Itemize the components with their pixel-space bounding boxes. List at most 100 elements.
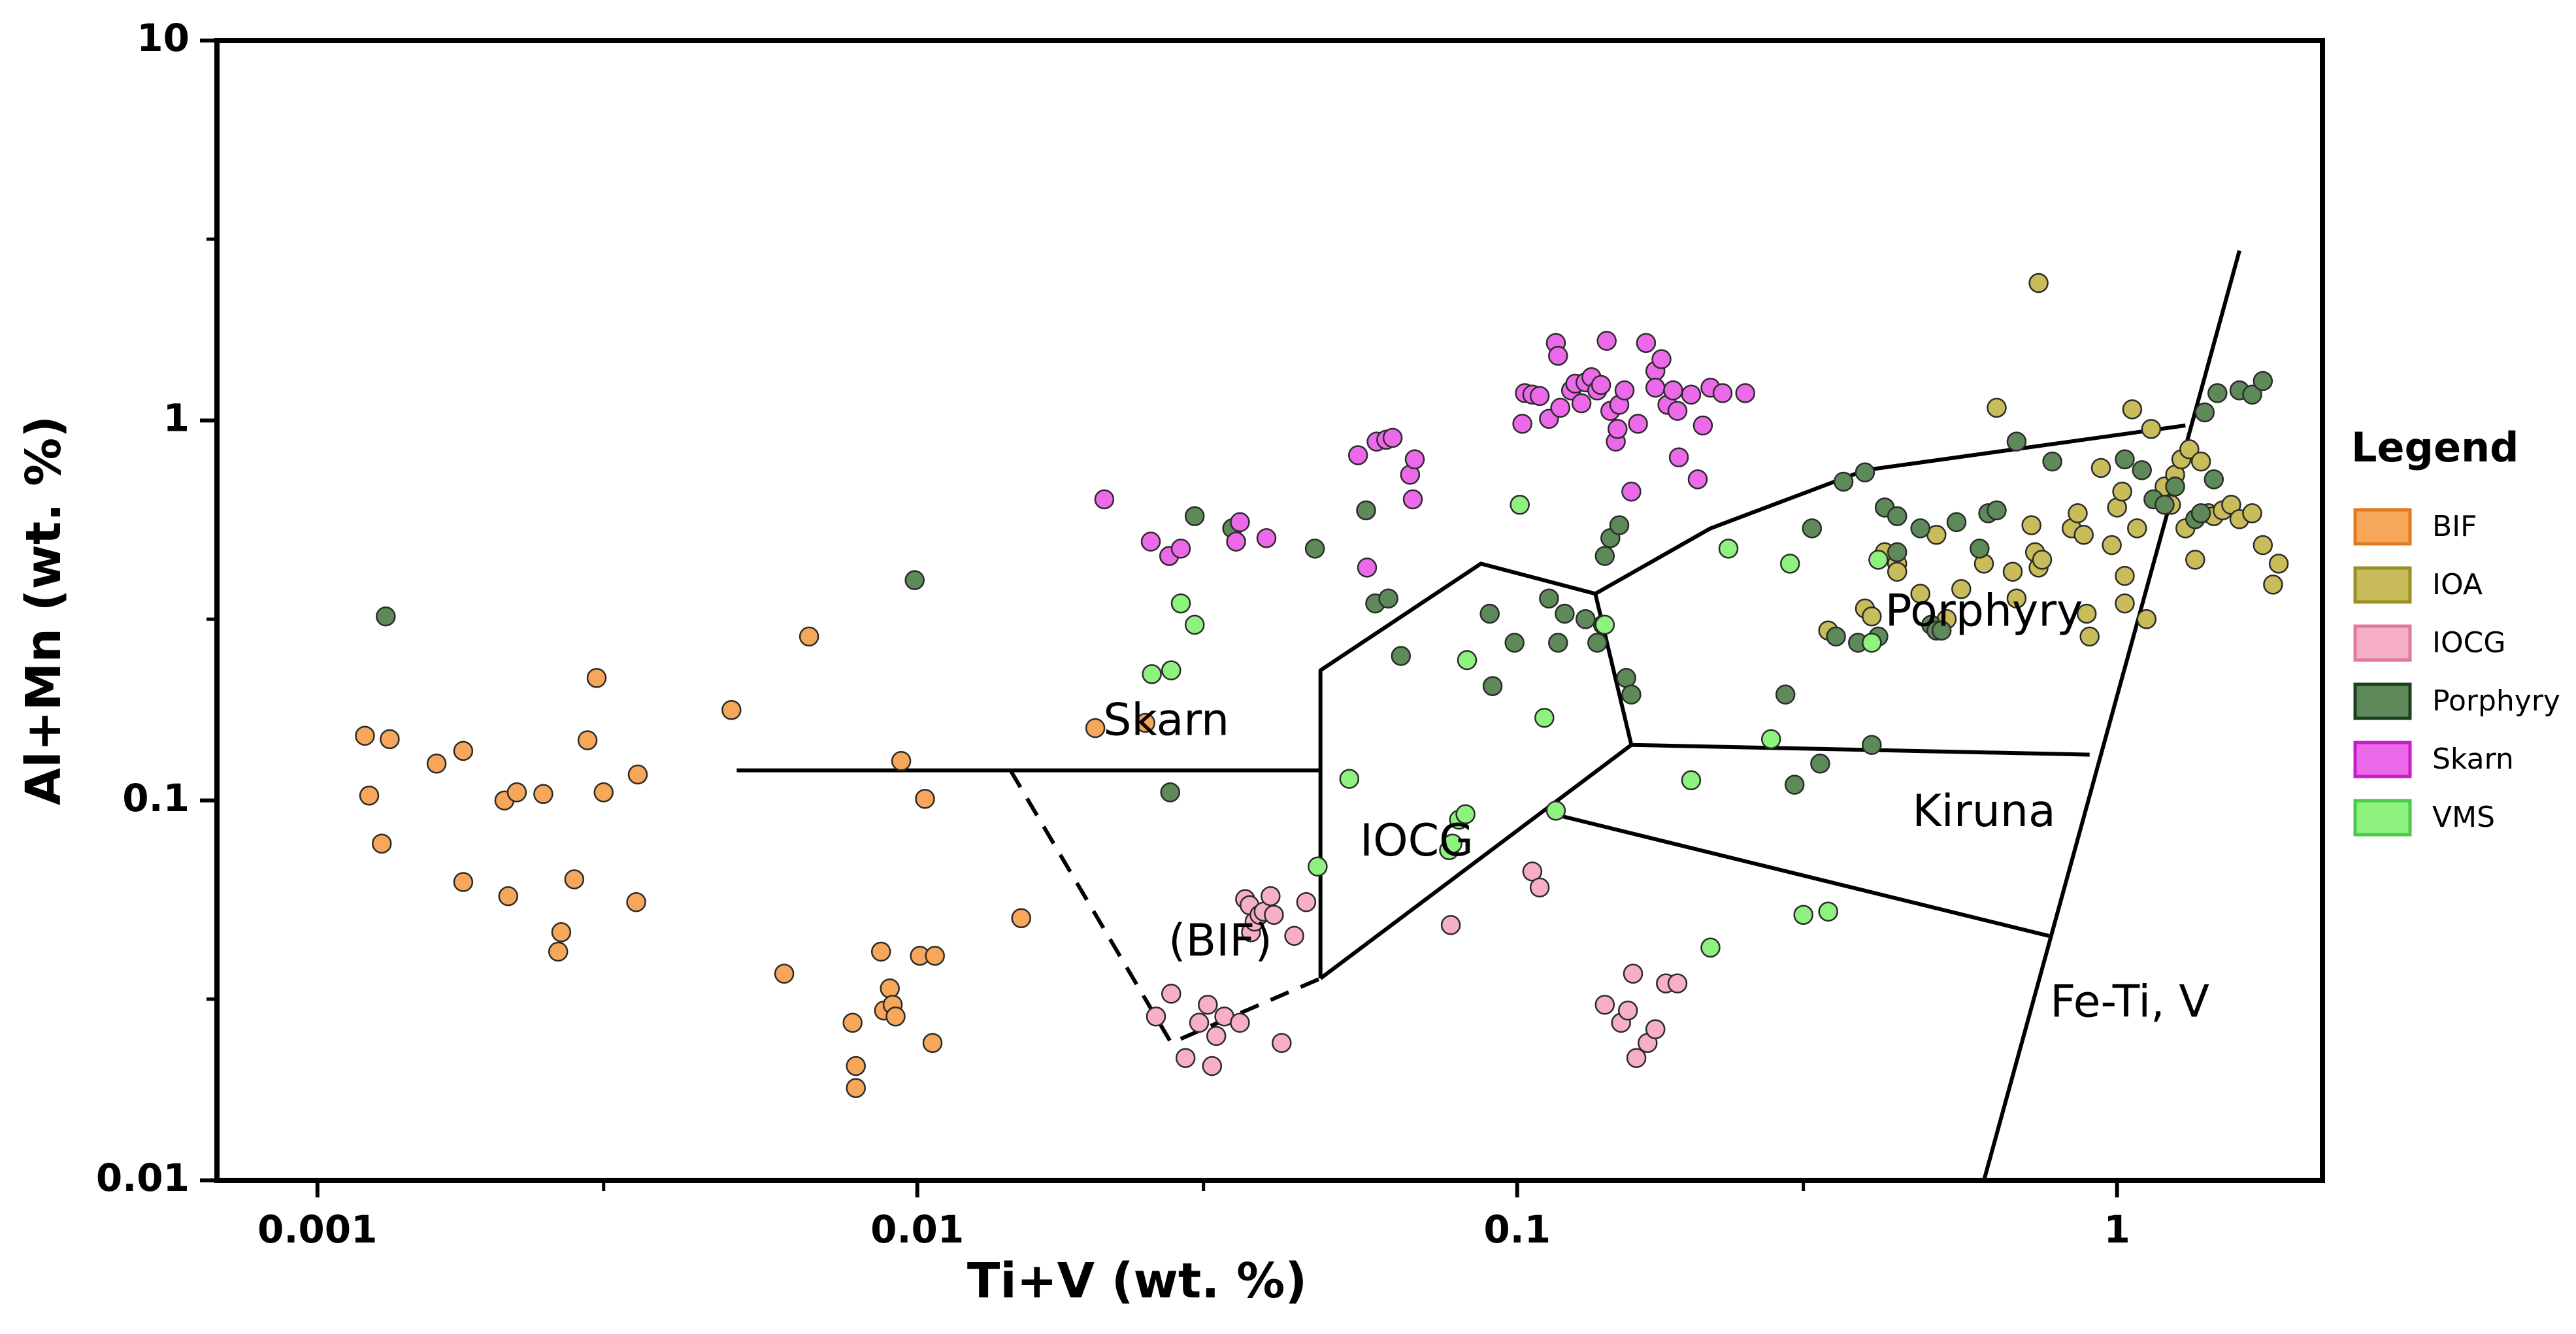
point-porphyry-31 xyxy=(1855,462,1875,483)
point-vms-1 xyxy=(1161,660,1181,680)
point-skarn-0 xyxy=(1094,489,1115,510)
point-ioa-29 xyxy=(2115,565,2135,586)
point-iocg-16 xyxy=(1264,905,1284,925)
point-porphyry-54 xyxy=(2194,402,2215,423)
point-skarn-8 xyxy=(1357,558,1378,578)
point-ioa-41 xyxy=(2185,550,2205,570)
point-ioa-2 xyxy=(1862,606,1882,627)
point-skarn-7 xyxy=(1347,445,1368,465)
y-tick-label-1: 0.1 xyxy=(122,776,190,820)
y-tick-label-0: 0.01 xyxy=(96,1156,190,1200)
point-vms-17 xyxy=(1718,539,1739,559)
point-vms-11 xyxy=(1510,495,1530,515)
point-porphyry-27 xyxy=(1810,754,1830,774)
point-skarn-22 xyxy=(1550,397,1570,418)
point-porphyry-25 xyxy=(1784,775,1805,795)
point-bif-33 xyxy=(925,946,945,966)
point-ioa-21 xyxy=(2068,503,2088,524)
point-porphyry-14 xyxy=(1555,603,1575,624)
point-bif-20 xyxy=(774,963,795,984)
point-skarn-1 xyxy=(1140,531,1161,552)
point-skarn-43 xyxy=(1663,380,1683,401)
point-skarn-30 xyxy=(1596,331,1617,351)
legend-swatch-porphyry xyxy=(2353,682,2412,720)
point-porphyry-8 xyxy=(1378,588,1398,609)
point-ioa-24 xyxy=(2079,626,2100,647)
point-porphyry-12 xyxy=(1504,633,1525,653)
point-bif-27 xyxy=(880,978,900,999)
point-porphyry-35 xyxy=(1887,542,1907,563)
legend-swatch-iocg xyxy=(2353,624,2412,662)
region-label-porphyry: Porphyry xyxy=(1885,586,2083,637)
point-porphyry-46 xyxy=(2042,451,2062,472)
point-porphyry-47 xyxy=(2115,449,2135,470)
point-skarn-15 xyxy=(1512,414,1532,434)
point-porphyry-11 xyxy=(1482,676,1503,696)
point-bif-12 xyxy=(551,922,572,942)
point-iocg-22 xyxy=(1529,877,1550,898)
point-skarn-13 xyxy=(1402,489,1423,510)
point-porphyry-23 xyxy=(1621,684,1642,705)
point-porphyry-16 xyxy=(1576,609,1596,629)
point-iocg-20 xyxy=(1440,915,1461,935)
boundary-line-2 xyxy=(1319,743,1633,980)
point-porphyry-36 xyxy=(1887,506,1907,526)
data-points xyxy=(355,273,2289,1098)
point-vms-9 xyxy=(1455,804,1476,824)
x-tick-label-2: 0.1 xyxy=(1483,1207,1551,1252)
point-skarn-18 xyxy=(1529,386,1550,407)
point-ioa-50 xyxy=(2263,575,2283,595)
point-iocg-8 xyxy=(1230,1012,1250,1033)
point-porphyry-32 xyxy=(1862,735,1882,755)
point-vms-23 xyxy=(1868,550,1889,570)
point-bif-25 xyxy=(870,941,891,962)
point-porphyry-21 xyxy=(1609,515,1630,535)
point-iocg-27 xyxy=(1626,1048,1647,1068)
point-ioa-49 xyxy=(2253,535,2273,556)
point-skarn-38 xyxy=(1636,333,1657,353)
y-axis-ticks: 0.01 0.1 1 10 xyxy=(96,16,217,1200)
point-ioa-32 xyxy=(2127,518,2147,539)
point-bif-34 xyxy=(922,1033,943,1053)
point-bif-5 xyxy=(453,741,474,761)
point-vms-14 xyxy=(1594,614,1615,635)
point-bif-2 xyxy=(371,833,392,854)
x-tick-label-0: 0.001 xyxy=(257,1207,377,1252)
point-skarn-35 xyxy=(1614,380,1635,401)
point-bif-10 xyxy=(533,784,553,805)
point-bif-6 xyxy=(453,872,474,892)
point-ioa-33 xyxy=(2136,609,2157,629)
point-bif-23 xyxy=(846,1056,866,1076)
point-iocg-3 xyxy=(1189,1012,1210,1033)
point-porphyry-3 xyxy=(1184,506,1205,526)
point-bif-9 xyxy=(506,782,527,803)
point-bif-13 xyxy=(564,869,585,890)
point-ioa-19 xyxy=(2028,273,2049,293)
region-label-skarn: Skarn xyxy=(1103,695,1229,746)
boundary-line-1 xyxy=(1318,561,1634,978)
region-labels: Skarn IOCG (BIF) Porphyry Kiruna Fe-Ti, V xyxy=(1103,586,2209,1028)
point-porphyry-53 xyxy=(2190,503,2211,524)
point-ioa-7 xyxy=(1910,584,1930,604)
point-porphyry-1 xyxy=(904,570,925,590)
point-vms-3 xyxy=(1184,614,1205,635)
point-ioa-14 xyxy=(2006,588,2027,609)
point-vms-7 xyxy=(1442,833,1462,854)
point-porphyry-41 xyxy=(1946,512,1967,533)
field-boundaries xyxy=(736,250,2241,1181)
point-bif-36 xyxy=(1085,718,1106,739)
legend-label-vms: VMS xyxy=(2432,801,2495,834)
point-ioa-34 xyxy=(2141,419,2162,439)
legend-label-iocg: IOCG xyxy=(2432,626,2505,659)
point-bif-1 xyxy=(359,785,380,806)
point-ioa-40 xyxy=(2179,439,2200,459)
point-iocg-19 xyxy=(1296,892,1317,912)
legend-label-skarn: Skarn xyxy=(2432,742,2514,776)
point-skarn-14 xyxy=(1404,449,1425,470)
point-porphyry-9 xyxy=(1391,646,1412,666)
point-porphyry-17 xyxy=(1587,633,1608,653)
point-bif-32 xyxy=(915,788,935,809)
point-iocg-21 xyxy=(1522,861,1543,882)
